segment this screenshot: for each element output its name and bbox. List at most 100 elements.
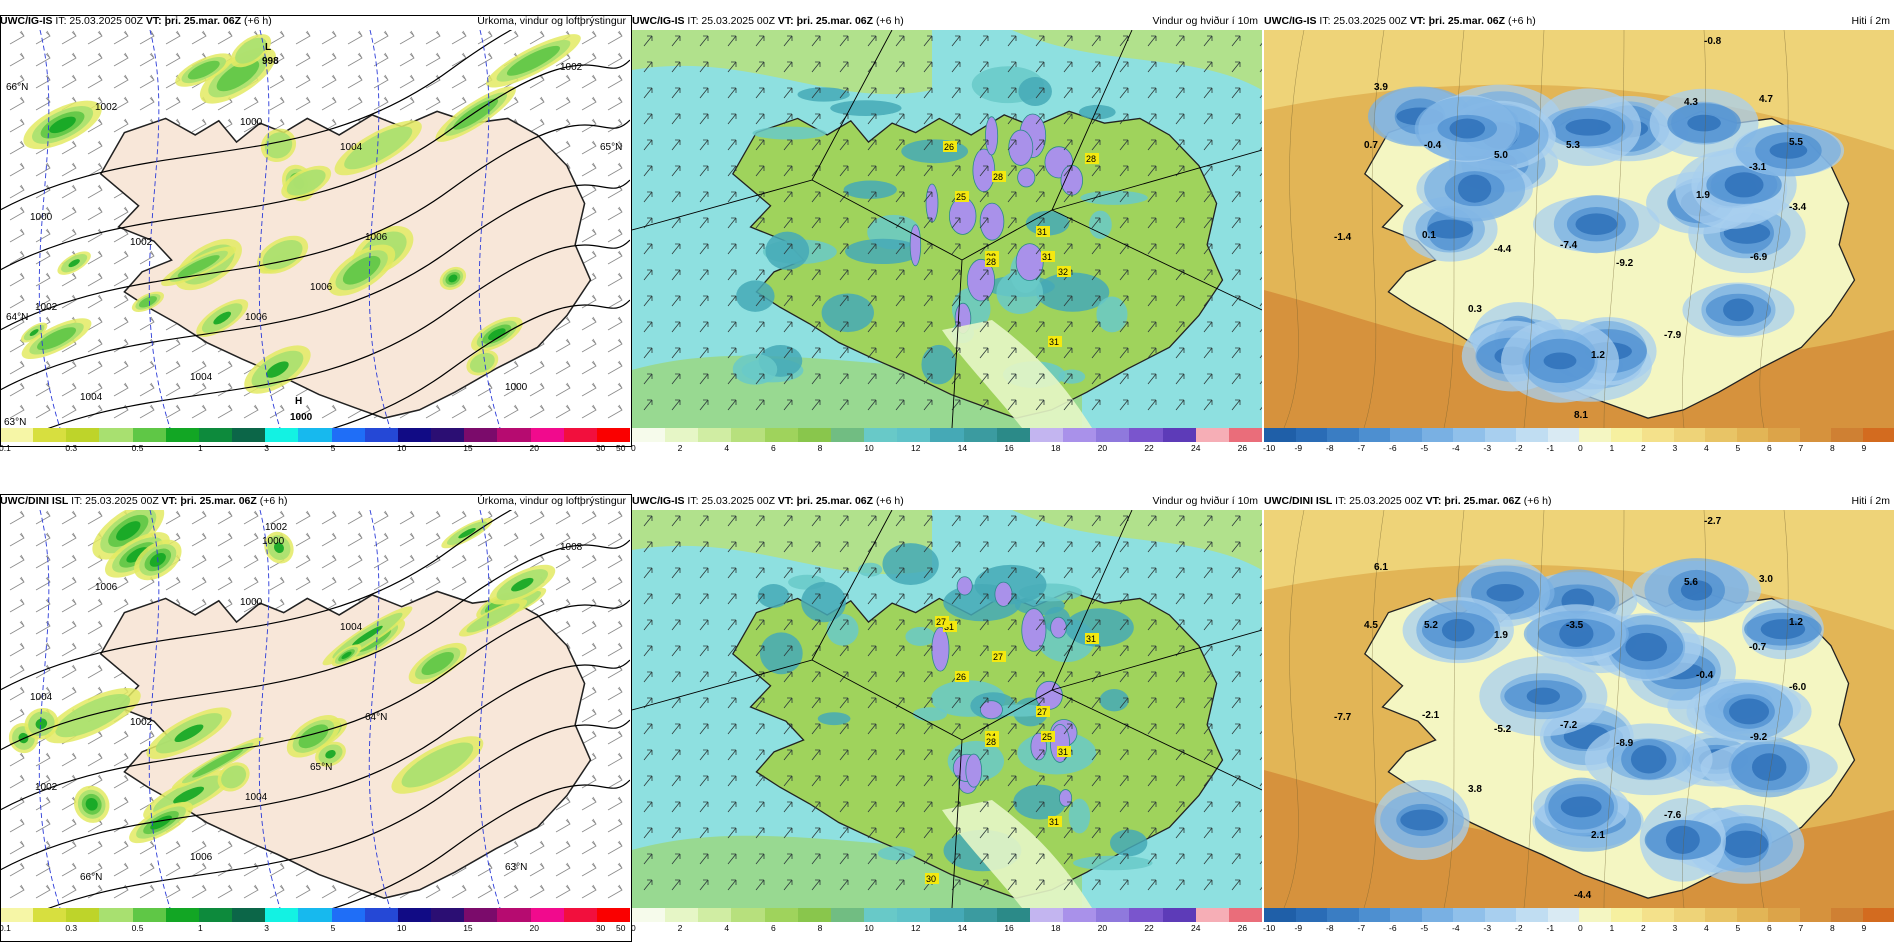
isobar-label: 1004 (30, 692, 53, 703)
wind-arrow (755, 347, 765, 359)
wind-barb (269, 52, 285, 67)
gust-label: 27 (993, 652, 1003, 662)
wind-barb (191, 554, 207, 569)
gust-area (1017, 167, 1036, 188)
wind-barb (581, 708, 597, 723)
wind-arrow (1007, 515, 1017, 527)
temp-area (1751, 753, 1787, 781)
wind-arrow (1259, 652, 1262, 657)
wind-arrow (783, 645, 793, 657)
map-panel-wind-igis: UWC/IG-IS IT: 25.03.2025 00Z VT: þri. 25… (631, 12, 1262, 457)
wind-arrow (1147, 399, 1157, 411)
temp-label: -3.5 (1566, 620, 1584, 631)
temp-label: 8.1 (1574, 410, 1588, 421)
temp-area (1543, 352, 1577, 370)
colorbar-tick-label: -5 (1420, 923, 1429, 933)
wind-barb (35, 642, 51, 657)
wind-arrow (1203, 775, 1213, 787)
wind-arrow (755, 541, 765, 553)
temp-area (1723, 298, 1754, 322)
wind-barb (295, 510, 311, 525)
wind-barb (35, 162, 51, 177)
wind-arrow (643, 515, 653, 527)
wind-arrow (923, 801, 933, 813)
colorbar-tick-label: -4 (1452, 443, 1460, 453)
wind-arrow (783, 113, 793, 125)
precip-area (216, 59, 260, 92)
wind-arrow (1147, 645, 1157, 657)
wind-arrow (867, 619, 877, 631)
map-area[interactable]: L 998 1000 1002 1002 1004 1006 1004 1002 1000 1002… (0, 30, 630, 428)
isotherm (1283, 510, 1305, 908)
temp-contour (478, 510, 501, 908)
wind-barb (9, 382, 25, 397)
wind-barb (451, 96, 467, 111)
wind-arrow (811, 827, 821, 839)
wind-arrow (1175, 697, 1185, 709)
wind-arrow (699, 61, 709, 73)
wind-barb (61, 532, 77, 547)
wind-arrow (755, 165, 765, 177)
precip-area (448, 274, 458, 283)
model-name: UWC/IG-IS (632, 15, 685, 27)
wind-arrow (1007, 35, 1017, 47)
wind-barb (35, 532, 51, 547)
wind-arrow (699, 541, 709, 553)
map-area[interactable]: 312726242728253131312730 (632, 510, 1262, 908)
wind-barb (217, 862, 233, 877)
wind-barb (217, 576, 233, 591)
wind-arrow (1259, 276, 1262, 281)
map-area[interactable]: -2.7 6.1 5.6 3.0 4.5 5.2 1.9 -3.5 1.2 -0.7 -0.4 -6.… (1264, 510, 1894, 908)
wind-barb (35, 510, 51, 525)
wind-arrow (1035, 567, 1045, 579)
wind-arrow (867, 347, 877, 359)
wind-arrow (1231, 87, 1241, 99)
wind-arrow (1259, 354, 1262, 359)
wind-arrow (699, 87, 709, 99)
wind-barb (243, 532, 259, 547)
wind-arrow (755, 567, 765, 579)
wind-arrow (1091, 61, 1101, 73)
precip-area (401, 742, 474, 788)
wind-barb (607, 840, 623, 855)
colorbar-tick-label: -4 (1452, 923, 1460, 933)
wind-arrow (1119, 321, 1129, 333)
wind-barb (87, 382, 103, 397)
colorbar-tick-label: -6 (1389, 443, 1397, 453)
wind-arrow (1147, 775, 1157, 787)
colorbar-swatch (1831, 428, 1863, 442)
wind-barb (139, 840, 155, 855)
wind-arrow (1007, 269, 1017, 281)
wind-arrow (1231, 321, 1241, 333)
map-area[interactable]: 26282528312831323128 (632, 30, 1262, 428)
colorbar-swatch (632, 908, 666, 922)
colorbar-ticks: 0 2 4 6 8 10 12 14 16 18 20 22 24 26 (631, 443, 1262, 455)
wind-arrow (811, 567, 821, 579)
wind-arrow (783, 671, 793, 683)
wind-arrow (1063, 671, 1073, 683)
wind-arrow (979, 645, 989, 657)
wind-arrow (1035, 347, 1045, 359)
wind-arrow (811, 61, 821, 73)
wind-arrow (755, 801, 765, 813)
wind-arrow (951, 321, 961, 333)
precip-area (341, 651, 352, 660)
temp-label: 3.9 (1374, 82, 1388, 93)
colorbar-tick-label: 3 (264, 443, 269, 453)
colorbar-tick-label: 30 (595, 923, 606, 933)
wind-arrow (811, 87, 821, 99)
colorbar-swatch (397, 428, 432, 442)
map-area[interactable]: 1002 1000 1000 1002 1002 1004 1004 1006 1006 1004… (0, 510, 630, 908)
map-area[interactable]: -0.8 3.9 4.3 4.7 0.7 -0.4 5.0 5.3 5.5 -3.1 1.9 -3.4… (1264, 30, 1894, 428)
gust-label-bg (1041, 251, 1055, 262)
colorbar-tick-label: -7 (1357, 923, 1366, 933)
isobar (0, 659, 630, 871)
wind-arrow (1119, 295, 1129, 307)
wind-barb (581, 250, 597, 265)
wind-arrow (1007, 217, 1017, 229)
colorbar-tick-label: -1 (1546, 923, 1555, 933)
isobar-label: 1004 (340, 622, 363, 633)
wind-arrow (1203, 243, 1213, 255)
colorbar-swatch (830, 428, 865, 442)
colorbar-tick-label: 10 (864, 923, 874, 933)
